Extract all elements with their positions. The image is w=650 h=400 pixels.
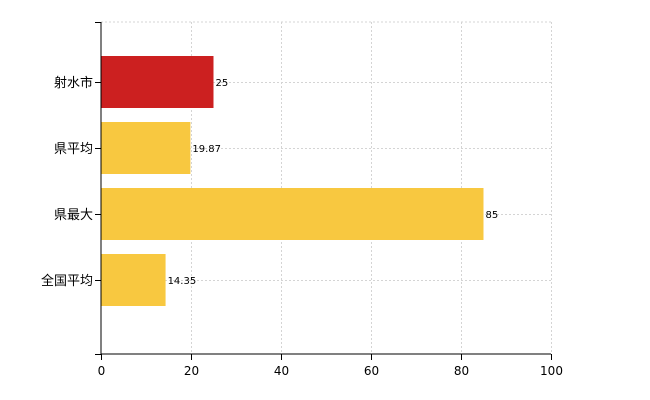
- category-label: 全国平均: [41, 273, 93, 289]
- grid-lines: [101, 21, 552, 354]
- bar: [101, 188, 484, 240]
- bar-value-label: 14.35: [168, 276, 197, 287]
- x-tick-label: 40: [274, 364, 289, 378]
- x-tick-label: 100: [540, 364, 563, 378]
- bar-value-label: 25: [216, 78, 229, 89]
- x-tick-label: 80: [454, 364, 469, 378]
- x-tick-label: 60: [364, 364, 379, 378]
- category-label: 射水市: [54, 75, 93, 91]
- bars: [101, 56, 484, 306]
- bar: [101, 122, 191, 174]
- bar-value-label: 85: [486, 210, 499, 221]
- x-tick-label: 20: [184, 364, 199, 378]
- axes: [95, 22, 552, 360]
- category-label: 県最大: [54, 208, 93, 223]
- labels: 0 20 40 60 80 100 射水市 25 県平均 19.87 県最大 85 全国平均 14.35: [41, 75, 563, 378]
- bar-value-label: 19.87: [192, 144, 221, 155]
- bar: [101, 56, 214, 108]
- category-label: 県平均: [54, 142, 93, 157]
- x-tick-label: 0: [98, 364, 106, 378]
- bar: [101, 254, 166, 306]
